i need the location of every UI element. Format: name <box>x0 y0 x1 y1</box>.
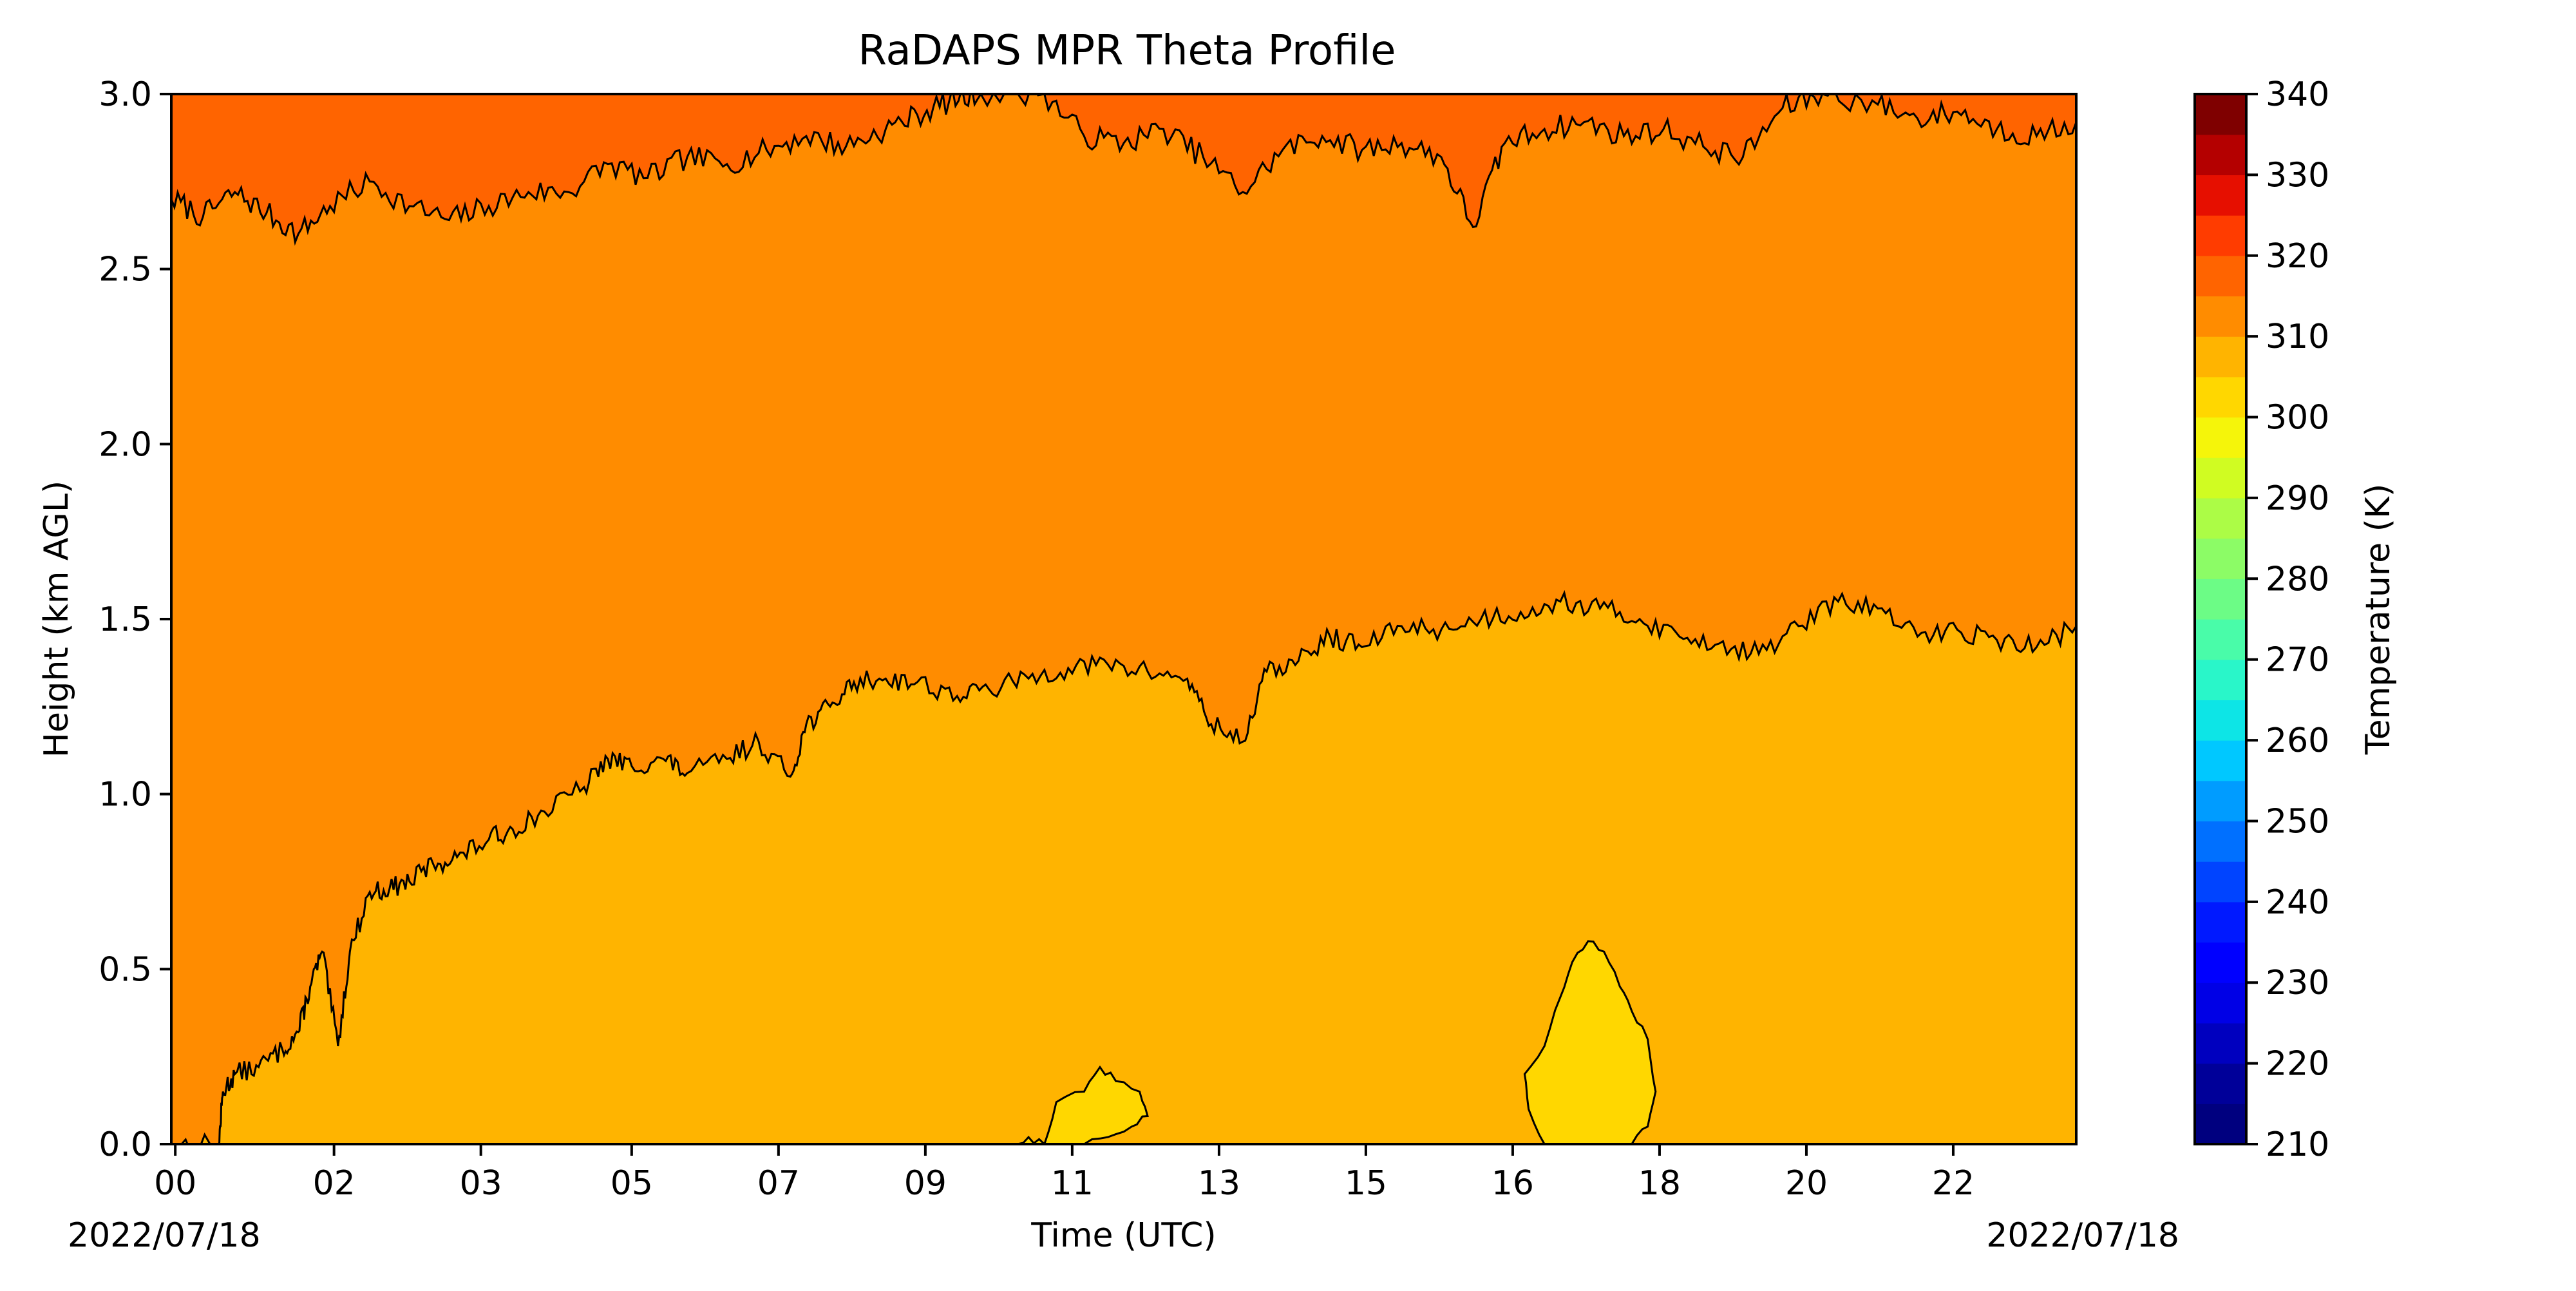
colorbar-band <box>2195 94 2246 135</box>
contour-line-310 <box>171 589 2076 1144</box>
y-tick-label: 0.0 <box>99 1125 152 1164</box>
plot-area <box>171 94 2076 1144</box>
y-tick-label: 2.0 <box>99 425 152 464</box>
colorbar-tick-label: 310 <box>2266 318 2329 356</box>
x-tick-label: 05 <box>611 1164 653 1203</box>
colorbar-tick-label: 250 <box>2266 802 2329 841</box>
colorbar-band <box>2195 821 2246 862</box>
x-axis-label: Time (UTC) <box>1030 1216 1216 1255</box>
contour-line-315 <box>171 94 2076 246</box>
colorbar-tick-label: 320 <box>2266 237 2329 276</box>
colorbar-tick-label: 210 <box>2266 1125 2329 1164</box>
colorbar-band <box>2195 1022 2246 1064</box>
colorbar-band <box>2195 417 2246 458</box>
colorbar-band <box>2195 861 2246 903</box>
y-tick-label: 2.5 <box>99 251 152 289</box>
colorbar-band <box>2195 659 2246 700</box>
x-tick-label: 00 <box>154 1164 196 1203</box>
colorbar-band <box>2195 740 2246 781</box>
colorbar-label: Temperature (K) <box>2359 484 2398 756</box>
y-tick-label: 1.5 <box>99 600 152 639</box>
colorbar-band <box>2195 376 2246 418</box>
x-axis: 00 02 03 05 07 09 11 13 15 16 18 20 22 <box>154 1144 1975 1203</box>
y-axis-label: Height (km AGL) <box>37 481 76 758</box>
colorbar-tick-label: 280 <box>2266 560 2329 598</box>
colorbar-tick-label: 340 <box>2266 75 2329 114</box>
colorbar-band <box>2195 497 2246 539</box>
x-tick-label: 03 <box>460 1164 502 1203</box>
end-date-label: 2022/07/18 <box>1986 1216 2179 1255</box>
colorbar-tick-label: 220 <box>2266 1045 2329 1084</box>
colorbar-band <box>2195 134 2246 175</box>
start-date-label: 2022/07/18 <box>68 1216 261 1255</box>
x-tick-label: 13 <box>1198 1164 1240 1203</box>
y-tick-label: 3.0 <box>99 75 152 114</box>
colorbar-frame <box>2193 93 2248 1145</box>
colorbar-tick-label: 230 <box>2266 964 2329 1002</box>
colorbar-band <box>2195 700 2246 741</box>
colorbar-band <box>2195 1063 2246 1104</box>
colorbar-band <box>2195 982 2246 1024</box>
colorbar: 210 220 230 240 250 260 270 280 290 300 310 320 330 3… <box>2195 75 2329 1164</box>
colorbar-tick-label: 330 <box>2266 156 2329 195</box>
x-tick-label: 09 <box>904 1164 947 1203</box>
band-upper-layer <box>171 94 2076 242</box>
colorbar-tick-label: 270 <box>2266 641 2329 680</box>
x-tick-label: 11 <box>1051 1164 1094 1203</box>
y-axis: 0.0 0.5 1.0 1.5 2.0 2.5 3.0 <box>99 75 171 1164</box>
x-tick-label: 20 <box>1785 1164 1828 1203</box>
x-tick-label: 15 <box>1345 1164 1387 1203</box>
y-tick-label: 0.5 <box>99 950 152 989</box>
warm-pocket <box>1523 940 1657 1144</box>
x-tick-label: 16 <box>1492 1164 1534 1203</box>
chart-title: RaDAPS MPR Theta Profile <box>858 27 1396 75</box>
colorbar-band <box>2195 942 2246 983</box>
y-tick-label: 1.0 <box>99 776 152 814</box>
colorbar-band <box>2195 175 2246 216</box>
colorbar-band <box>2195 579 2246 620</box>
x-tick-label: 02 <box>313 1164 355 1203</box>
colorbar-band <box>2195 336 2246 378</box>
colorbar-tick-label: 260 <box>2266 722 2329 760</box>
x-tick-label: 22 <box>1932 1164 1975 1203</box>
colorbar-band <box>2195 619 2246 660</box>
colorbar-band <box>2195 255 2246 297</box>
colorbar-band <box>2195 296 2246 337</box>
colorbar-band <box>2195 901 2246 943</box>
warm-pocket <box>1043 1065 1149 1144</box>
colorbar-band <box>2195 1104 2246 1145</box>
colorbar-band <box>2195 538 2246 579</box>
colorbar-tick-label: 300 <box>2266 399 2329 437</box>
colorbar-band <box>2195 780 2246 822</box>
colorbar-tick-label: 290 <box>2266 479 2329 518</box>
colorbar-band <box>2195 215 2246 256</box>
x-tick-label: 18 <box>1638 1164 1681 1203</box>
colorbar-tick-label: 240 <box>2266 883 2329 922</box>
colorbar-band <box>2195 457 2246 499</box>
x-tick-label: 07 <box>757 1164 800 1203</box>
